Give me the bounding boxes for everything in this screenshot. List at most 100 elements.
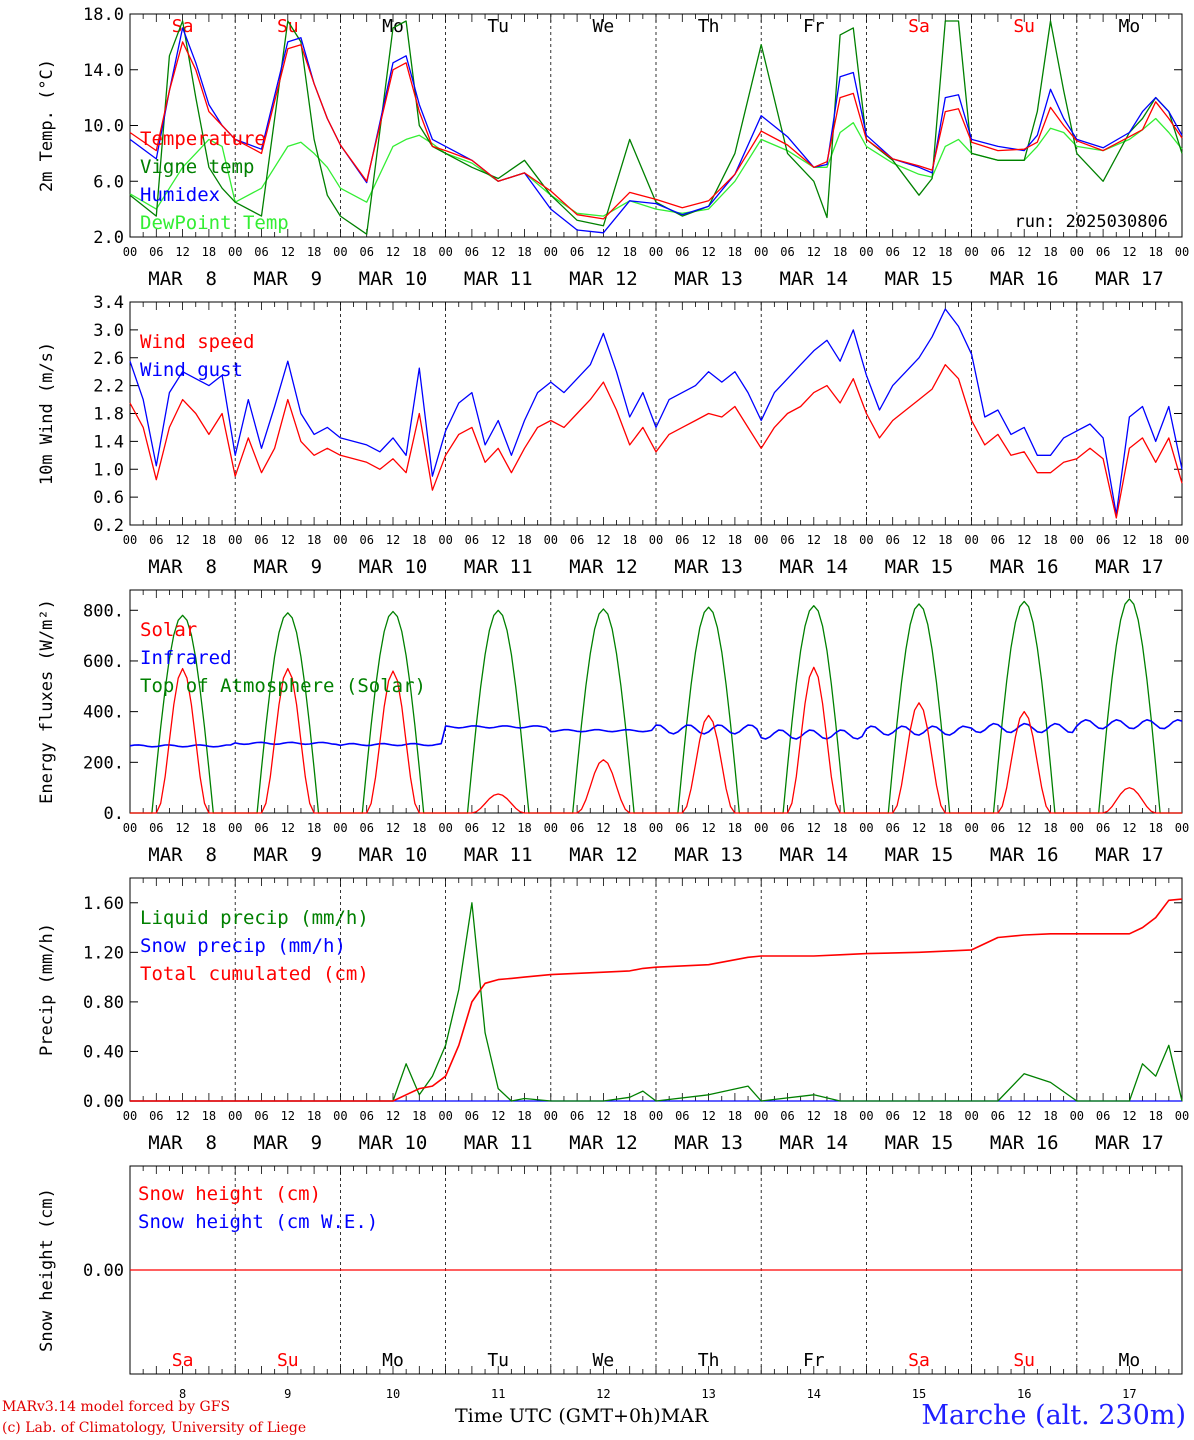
date-label: MAR 15 — [885, 268, 954, 290]
hour-label: 12 — [807, 245, 821, 259]
date-label: MAR 14 — [779, 844, 848, 866]
hour-label: 06 — [991, 821, 1005, 835]
date-label: MAR 10 — [359, 844, 428, 866]
hour-label: 12 — [1017, 1109, 1031, 1123]
weekday-label: Mo — [382, 16, 404, 37]
y-axis-label: Snow height (cm) — [37, 1188, 57, 1352]
hour-label: 06 — [675, 533, 689, 547]
day-number-label: 13 — [701, 1387, 715, 1401]
y-tick-label: 10.0 — [83, 117, 124, 137]
hour-label: 12 — [596, 533, 610, 547]
hour-label: 18 — [307, 821, 321, 835]
weekday-label: Su — [277, 1350, 299, 1371]
hour-label: 12 — [281, 245, 295, 259]
y-tick-label: 800. — [83, 601, 124, 621]
hour-label: 06 — [465, 1109, 479, 1123]
hour-label: 12 — [1122, 533, 1136, 547]
y-tick-label: 0.00 — [83, 1261, 124, 1281]
y-tick-label: 1.60 — [83, 894, 124, 914]
hour-label: 00 — [964, 1109, 978, 1123]
date-label: MAR 17 — [1095, 268, 1164, 290]
hour-label: 06 — [149, 1109, 163, 1123]
series-wind-gust — [129, 308, 1183, 516]
date-label: MAR 10 — [359, 556, 428, 578]
hour-label: 00 — [333, 821, 347, 835]
y-tick-label: 200. — [83, 753, 124, 773]
hour-label: 06 — [885, 245, 899, 259]
hour-label: 00 — [123, 245, 137, 259]
hour-label: 06 — [254, 821, 268, 835]
hour-label: 06 — [1096, 245, 1110, 259]
hour-label: 00 — [438, 1109, 452, 1123]
hour-label: 06 — [570, 533, 584, 547]
hour-label: 06 — [359, 1109, 373, 1123]
hour-label: 06 — [570, 1109, 584, 1123]
hour-label: 12 — [491, 821, 505, 835]
hour-label: 18 — [517, 245, 531, 259]
hour-label: 00 — [754, 245, 768, 259]
date-label: MAR 16 — [990, 556, 1059, 578]
y-tick-label: 0.00 — [83, 1092, 124, 1112]
hour-label: 18 — [1043, 533, 1057, 547]
hour-label: 18 — [412, 245, 426, 259]
weekday-label: Sa — [172, 16, 194, 37]
hour-label: 00 — [754, 1109, 768, 1123]
date-label: MAR 12 — [569, 844, 638, 866]
hour-label: 12 — [386, 821, 400, 835]
legend-entry: Wind speed — [140, 331, 254, 353]
hour-label: 18 — [517, 821, 531, 835]
hour-label: 12 — [281, 821, 295, 835]
series-liquid-precip — [130, 902, 1183, 1102]
hour-label: 18 — [1043, 1109, 1057, 1123]
hour-label: 06 — [991, 245, 1005, 259]
hour-label: 18 — [412, 1109, 426, 1123]
day-number-label: 8 — [179, 1387, 186, 1401]
hour-label: 06 — [1096, 533, 1110, 547]
date-label: MAR 16 — [990, 1132, 1059, 1154]
hour-label: 06 — [780, 533, 794, 547]
hour-label: 00 — [333, 1109, 347, 1123]
hour-label: 12 — [175, 533, 189, 547]
time-axis-label: Time UTC (GMT+0h)MAR — [455, 1405, 708, 1427]
weekday-label: Sa — [908, 16, 930, 37]
legend-entry: Snow height (cm) — [138, 1183, 321, 1205]
hour-label: 12 — [281, 1109, 295, 1123]
legend-entry: Snow height (cm W.E.) — [138, 1211, 378, 1233]
date-label: MAR 13 — [674, 556, 743, 578]
hour-label: 00 — [1070, 533, 1084, 547]
hour-label: 18 — [307, 533, 321, 547]
hour-label: 18 — [622, 821, 636, 835]
hour-label: 12 — [596, 821, 610, 835]
weekday-label: Tu — [487, 1350, 509, 1371]
hour-label: 18 — [1148, 821, 1162, 835]
hour-label: 00 — [228, 245, 242, 259]
hour-label: 06 — [675, 1109, 689, 1123]
y-tick-label: 0.2 — [93, 516, 124, 536]
panel-1 — [129, 13, 1183, 238]
y-tick-label: 6.0 — [93, 172, 124, 192]
hour-label: 00 — [754, 533, 768, 547]
hour-label: 00 — [544, 245, 558, 259]
y-axis-label: 10m Wind (m/s) — [37, 342, 57, 485]
hour-label: 06 — [675, 245, 689, 259]
hour-label: 00 — [123, 1109, 137, 1123]
hour-label: 12 — [1122, 245, 1136, 259]
hour-label: 00 — [123, 533, 137, 547]
day-number-label: 9 — [284, 1387, 291, 1401]
hour-label: 12 — [1017, 533, 1031, 547]
hour-label: 06 — [991, 1109, 1005, 1123]
date-label: MAR 9 — [253, 844, 322, 866]
hour-label: 00 — [649, 245, 663, 259]
hour-label: 00 — [1175, 1109, 1189, 1123]
y-tick-label: 1.8 — [93, 405, 124, 425]
hour-label: 00 — [859, 1109, 873, 1123]
legend-entry: Humidex — [140, 184, 220, 206]
hour-label: 12 — [596, 1109, 610, 1123]
y-tick-label: 1.20 — [83, 943, 124, 963]
hour-label: 18 — [938, 821, 952, 835]
date-label: MAR 10 — [359, 1132, 428, 1154]
y-tick-label: 18.0 — [83, 5, 124, 25]
hour-label: 12 — [807, 821, 821, 835]
weekday-label: Mo — [1119, 1350, 1141, 1371]
date-label: MAR 11 — [464, 844, 533, 866]
